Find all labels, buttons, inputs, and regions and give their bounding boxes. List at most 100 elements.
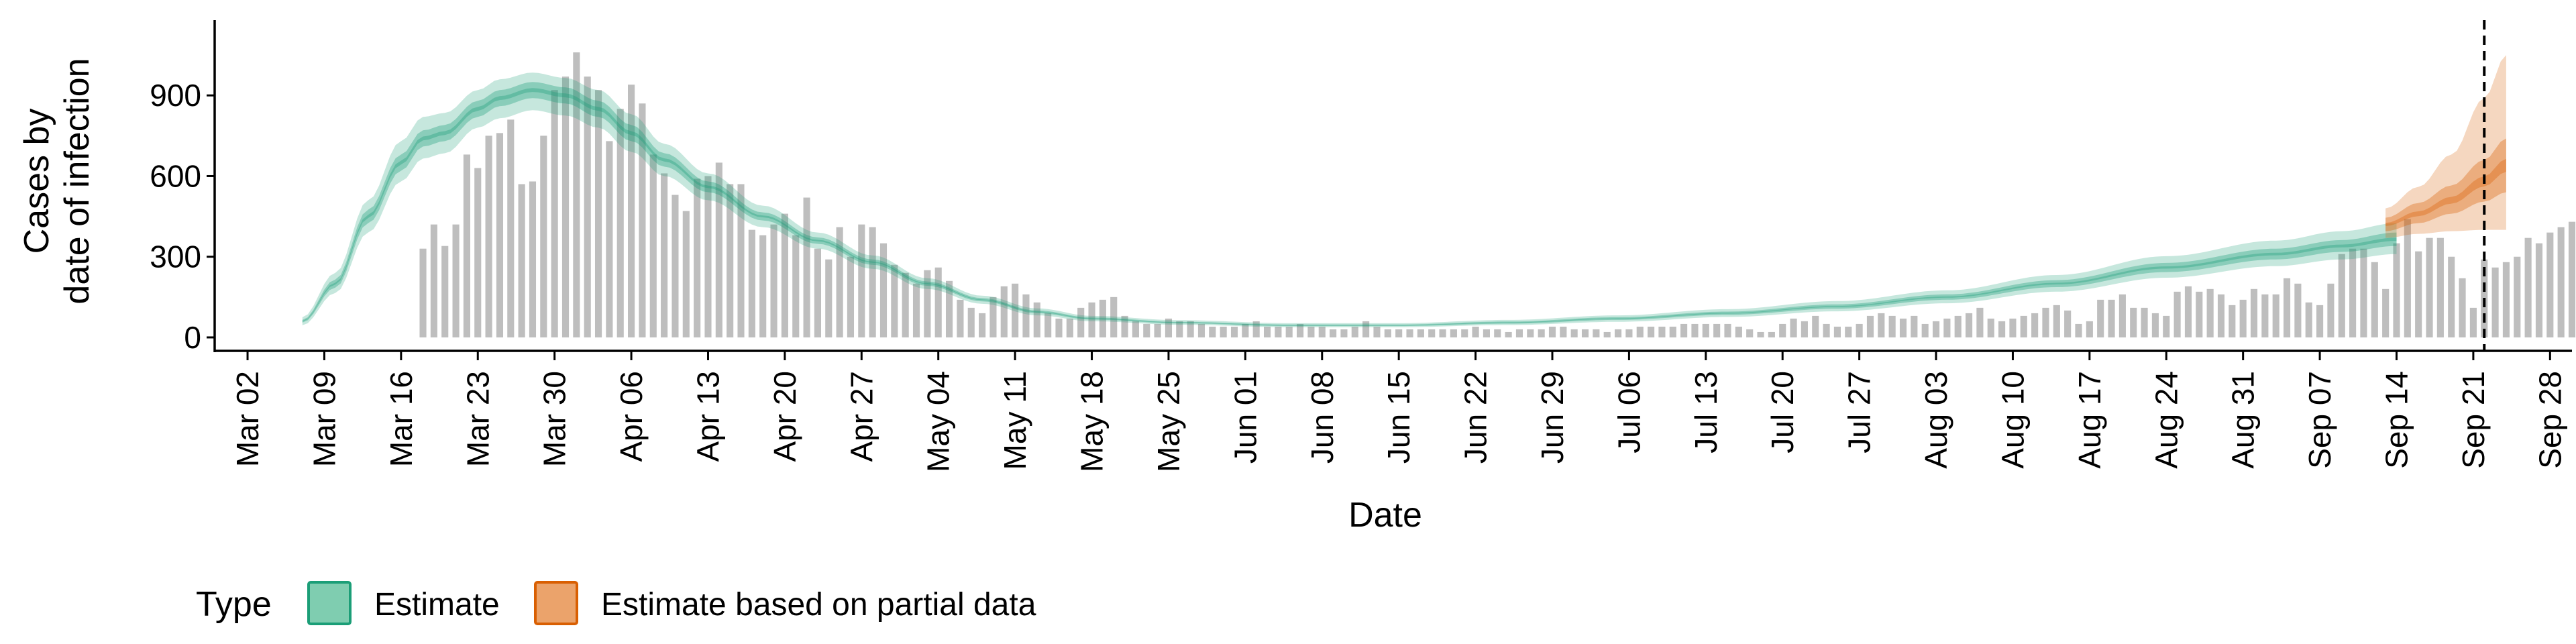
case-bar: [2371, 262, 2378, 337]
case-bar: [1340, 329, 1348, 337]
case-bar: [1351, 326, 1358, 337]
y-tick-label: 300: [150, 239, 201, 274]
x-tick-label: Jul 06: [1611, 371, 1646, 453]
case-bar: [759, 235, 767, 337]
case-bar: [1154, 323, 1161, 337]
y-tick-label: 0: [184, 320, 201, 355]
case-bar: [1044, 313, 1052, 337]
case-bar: [2196, 291, 2203, 337]
case-bar: [1384, 329, 1391, 337]
case-bar: [1012, 283, 1019, 337]
case-bar: [836, 227, 843, 337]
case-bar: [1998, 321, 2006, 337]
case-bar: [2382, 288, 2390, 337]
case-bar: [2009, 318, 2017, 337]
case-bar: [1033, 302, 1040, 337]
case-bar: [1911, 315, 1918, 337]
x-tick-label: May 25: [1151, 371, 1186, 472]
case-bar: [496, 133, 504, 337]
x-tick-label: Jun 29: [1535, 371, 1570, 464]
case-bar: [1932, 321, 1940, 337]
x-tick-label: Mar 30: [537, 371, 572, 467]
case-bar: [2294, 283, 2302, 337]
case-bar: [1648, 326, 1655, 337]
case-bar: [2217, 294, 2225, 337]
case-bar: [1132, 321, 1139, 337]
case-bar: [1921, 323, 1929, 337]
case-bar: [1406, 329, 1413, 337]
case-bar: [934, 267, 942, 337]
case-bar: [2283, 278, 2291, 337]
case-bar: [2338, 254, 2345, 337]
case-bar: [979, 313, 986, 337]
case-bar: [2448, 256, 2455, 337]
case-bar: [1801, 321, 1808, 337]
case-bar: [1395, 329, 1403, 337]
partial-estimate-band-group: [2385, 55, 2506, 238]
case-bar: [1823, 323, 1830, 337]
case-bar: [616, 109, 624, 337]
x-tick-label: Apr 27: [844, 371, 879, 462]
case-bar: [902, 272, 909, 337]
case-bar: [1943, 318, 1951, 337]
case-bar: [858, 224, 865, 337]
case-bar: [803, 197, 810, 337]
case-bar: [1165, 318, 1173, 337]
case-bar: [672, 195, 679, 337]
case-bar: [1779, 323, 1786, 337]
case-bar: [1680, 323, 1688, 337]
case-bar: [1976, 307, 1984, 337]
case-bar: [2404, 219, 2411, 337]
case-bar: [2459, 278, 2466, 337]
case-bar: [1121, 315, 1128, 337]
x-tick-label: Sep 28: [2532, 371, 2567, 469]
case-bar: [1735, 326, 1742, 337]
case-bar: [1275, 326, 1282, 337]
case-bar: [529, 181, 537, 337]
case-bar: [2557, 227, 2565, 337]
case-bar: [770, 224, 777, 337]
x-tick-label: May 04: [921, 371, 956, 472]
x-tick-label: Jul 13: [1688, 371, 1723, 453]
case-bar: [2491, 267, 2499, 337]
case-bar: [2568, 221, 2576, 337]
x-tick-label: Apr 20: [767, 371, 802, 462]
bars-layer: [419, 52, 2576, 337]
case-bar: [441, 246, 449, 337]
case-bar: [584, 76, 591, 337]
case-bar: [463, 154, 470, 337]
case-bar: [1560, 326, 1567, 337]
case-bar: [1176, 321, 1183, 337]
case-bar: [518, 184, 525, 337]
case-bar: [847, 256, 855, 337]
case-bar: [661, 173, 668, 337]
x-tick-label: Aug 24: [2149, 371, 2184, 469]
case-bar: [1713, 323, 1721, 337]
x-tick-label: Jun 01: [1228, 371, 1263, 464]
case-bar: [2546, 232, 2554, 337]
case-bar: [1593, 329, 1600, 337]
case-bar: [2305, 302, 2312, 337]
case-bar: [430, 224, 437, 337]
case-bar: [748, 229, 755, 337]
case-bar: [1297, 323, 1304, 337]
case-bar: [2031, 313, 2039, 337]
case-bar: [2042, 307, 2049, 337]
case-bar: [2020, 315, 2027, 337]
case-bar: [2064, 310, 2072, 337]
case-bar: [2272, 294, 2279, 337]
case-bar: [792, 235, 800, 337]
case-bar: [2393, 243, 2400, 337]
case-bar: [1209, 326, 1216, 337]
case-bar: [2514, 256, 2521, 337]
case-bar: [1515, 329, 1523, 337]
case-bar: [1285, 326, 1293, 337]
partial-estimate-band-90: [2385, 55, 2506, 238]
case-bar: [2261, 294, 2269, 337]
case-bar: [2239, 299, 2247, 337]
case-bar: [1022, 294, 1030, 337]
case-bar: [682, 211, 690, 337]
case-bar: [1757, 331, 1764, 337]
case-bar: [1899, 318, 1907, 337]
x-tick-label: May 18: [1075, 371, 1110, 472]
